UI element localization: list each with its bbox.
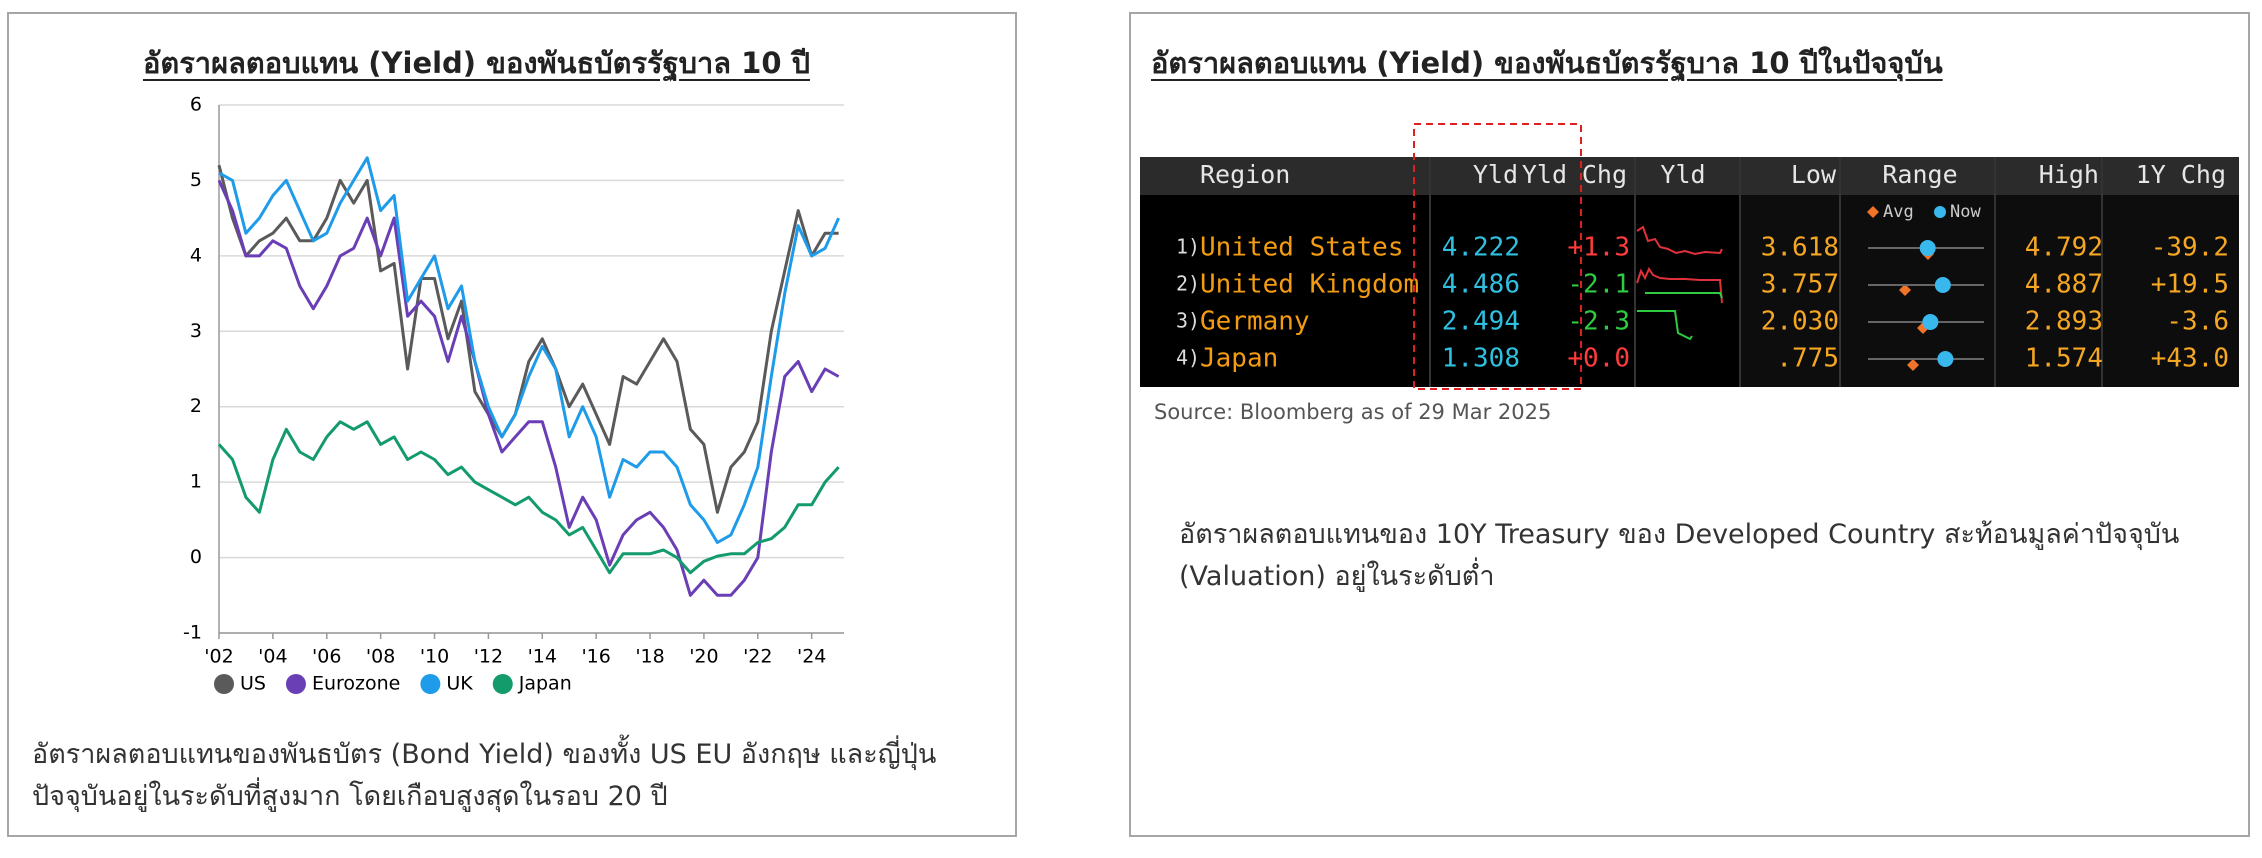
change: +1.3 — [1567, 233, 1630, 263]
x-tick-label: '18 — [635, 646, 664, 668]
legend-avg — [1867, 206, 1879, 218]
legend-label: US — [240, 673, 266, 695]
x-tick-label: '20 — [689, 646, 718, 668]
x-tick-label: '10 — [420, 646, 449, 668]
yield: 4.222 — [1442, 233, 1520, 263]
high: 4.792 — [2025, 233, 2103, 263]
column-header: Chg — [1582, 160, 1627, 189]
low: 2.030 — [1761, 307, 1839, 337]
change: +0.0 — [1567, 344, 1630, 374]
x-tick-label: '02 — [204, 646, 233, 668]
x-tick-label: '14 — [528, 646, 557, 668]
legend-swatch — [214, 674, 234, 694]
chart-title: อัตราผลตอบแทน (Yield) ของพันธบัตรรัฐบาล … — [142, 46, 811, 80]
chart: -1 0 1 2 3 4 5 6 '02 '04 '06 '08 '10 '12 '14 '16 '18 '20 '… — [183, 94, 844, 695]
legend-swatch — [285, 674, 306, 694]
right-panel — [1129, 12, 2250, 837]
legend-swatch — [420, 674, 441, 694]
change-1y: -3.6 — [2166, 307, 2229, 337]
low: 3.618 — [1761, 233, 1839, 263]
region: Japan — [1200, 344, 1278, 374]
yield: 4.486 — [1442, 270, 1520, 300]
legend-now — [1934, 206, 1946, 218]
header-bg — [1140, 157, 2239, 195]
column-header: High — [2039, 160, 2099, 189]
change: -2.3 — [1567, 307, 1630, 337]
right-block-bg — [1740, 195, 2239, 387]
caption-line: อัตราผลตอบแทนของ 10Y Treasury ของ Develo… — [1179, 519, 2180, 550]
region: United States — [1200, 233, 1404, 263]
region: United Kingdom — [1200, 270, 1419, 300]
y-tick-label: 1 — [190, 471, 202, 493]
y-tick-label: -1 — [183, 622, 202, 644]
caption-line: ปัจจุบันอยู่ในระดับที่สูงมาก โดยเกือบสูง… — [32, 781, 668, 812]
column-header: Yld — [1473, 160, 1518, 189]
change-1y: +43.0 — [2151, 344, 2229, 374]
legend-swatch — [492, 674, 513, 694]
x-tick-label: '06 — [312, 646, 341, 668]
sparkline — [1636, 225, 1723, 256]
y-tick-label: 5 — [190, 169, 202, 191]
caption-line: อัตราผลตอบแทนของพันธบัตร (Bond Yield) ขอ… — [32, 739, 937, 770]
sparkline — [1645, 292, 1723, 299]
caption-line: (Valuation) อยู่ในระดับต่ำ — [1179, 561, 1495, 592]
now-marker — [1937, 351, 1954, 367]
legend-label: Japan — [518, 673, 572, 695]
legend-label: Avg — [1883, 202, 1914, 222]
x-tick-label: '12 — [474, 646, 503, 668]
left-panel — [7, 12, 1017, 837]
series-line — [217, 164, 839, 514]
high: 2.893 — [2025, 307, 2103, 337]
region: Germany — [1200, 307, 1310, 337]
y-tick-label: 6 — [190, 94, 202, 116]
row-index: 2) — [1176, 272, 1200, 296]
column-header: Region — [1200, 160, 1290, 189]
x-tick-label: '16 — [581, 646, 610, 668]
series-line — [218, 156, 840, 544]
avg-marker — [1899, 284, 1911, 296]
low: .775 — [1776, 344, 1839, 374]
y-tick-label: 2 — [190, 395, 202, 417]
x-tick-label: '08 — [366, 646, 395, 668]
change-1y: +19.5 — [2151, 270, 2229, 300]
legend-label: Now — [1950, 202, 1981, 222]
series-line — [217, 179, 840, 597]
change-1y: -39.2 — [2151, 233, 2229, 263]
low: 3.757 — [1761, 270, 1839, 300]
row-index: 1) — [1176, 235, 1200, 259]
y-tick-label: 4 — [190, 244, 202, 266]
row-index: 4) — [1176, 346, 1200, 370]
high: 1.574 — [2025, 344, 2103, 374]
row-index: 3) — [1176, 309, 1200, 333]
x-tick-label: '22 — [743, 646, 772, 668]
series-line — [217, 420, 840, 575]
avg-marker — [1907, 359, 1919, 371]
y-tick-label: 3 — [190, 320, 202, 342]
change: -2.1 — [1567, 270, 1630, 300]
sparkline — [1637, 310, 1693, 341]
source-note: Source: Bloomberg as of 29 Mar 2025 — [1154, 400, 1552, 424]
legend-label: UK — [446, 673, 473, 695]
column-header: 1Y Chg — [2136, 160, 2226, 189]
legend-label: Eurozone — [312, 673, 400, 695]
yield: 1.308 — [1442, 344, 1520, 374]
column-header: Yld — [1522, 160, 1567, 189]
now-marker — [1919, 240, 1936, 256]
x-tick-label: '24 — [797, 646, 826, 668]
x-tick-label: '04 — [258, 646, 287, 668]
column-header: Low — [1791, 160, 1837, 189]
yield: 2.494 — [1442, 307, 1520, 337]
sparkline — [1636, 266, 1723, 304]
high: 4.887 — [2025, 270, 2103, 300]
now-marker — [1934, 277, 1951, 293]
y-tick-label: 0 — [190, 546, 202, 568]
panel-title: อัตราผลตอบแทน (Yield) ของพันธบัตรรัฐบาล … — [1151, 46, 1943, 80]
now-marker — [1922, 314, 1939, 330]
column-header: Range — [1882, 160, 1957, 189]
column-header: Yld — [1660, 160, 1705, 189]
